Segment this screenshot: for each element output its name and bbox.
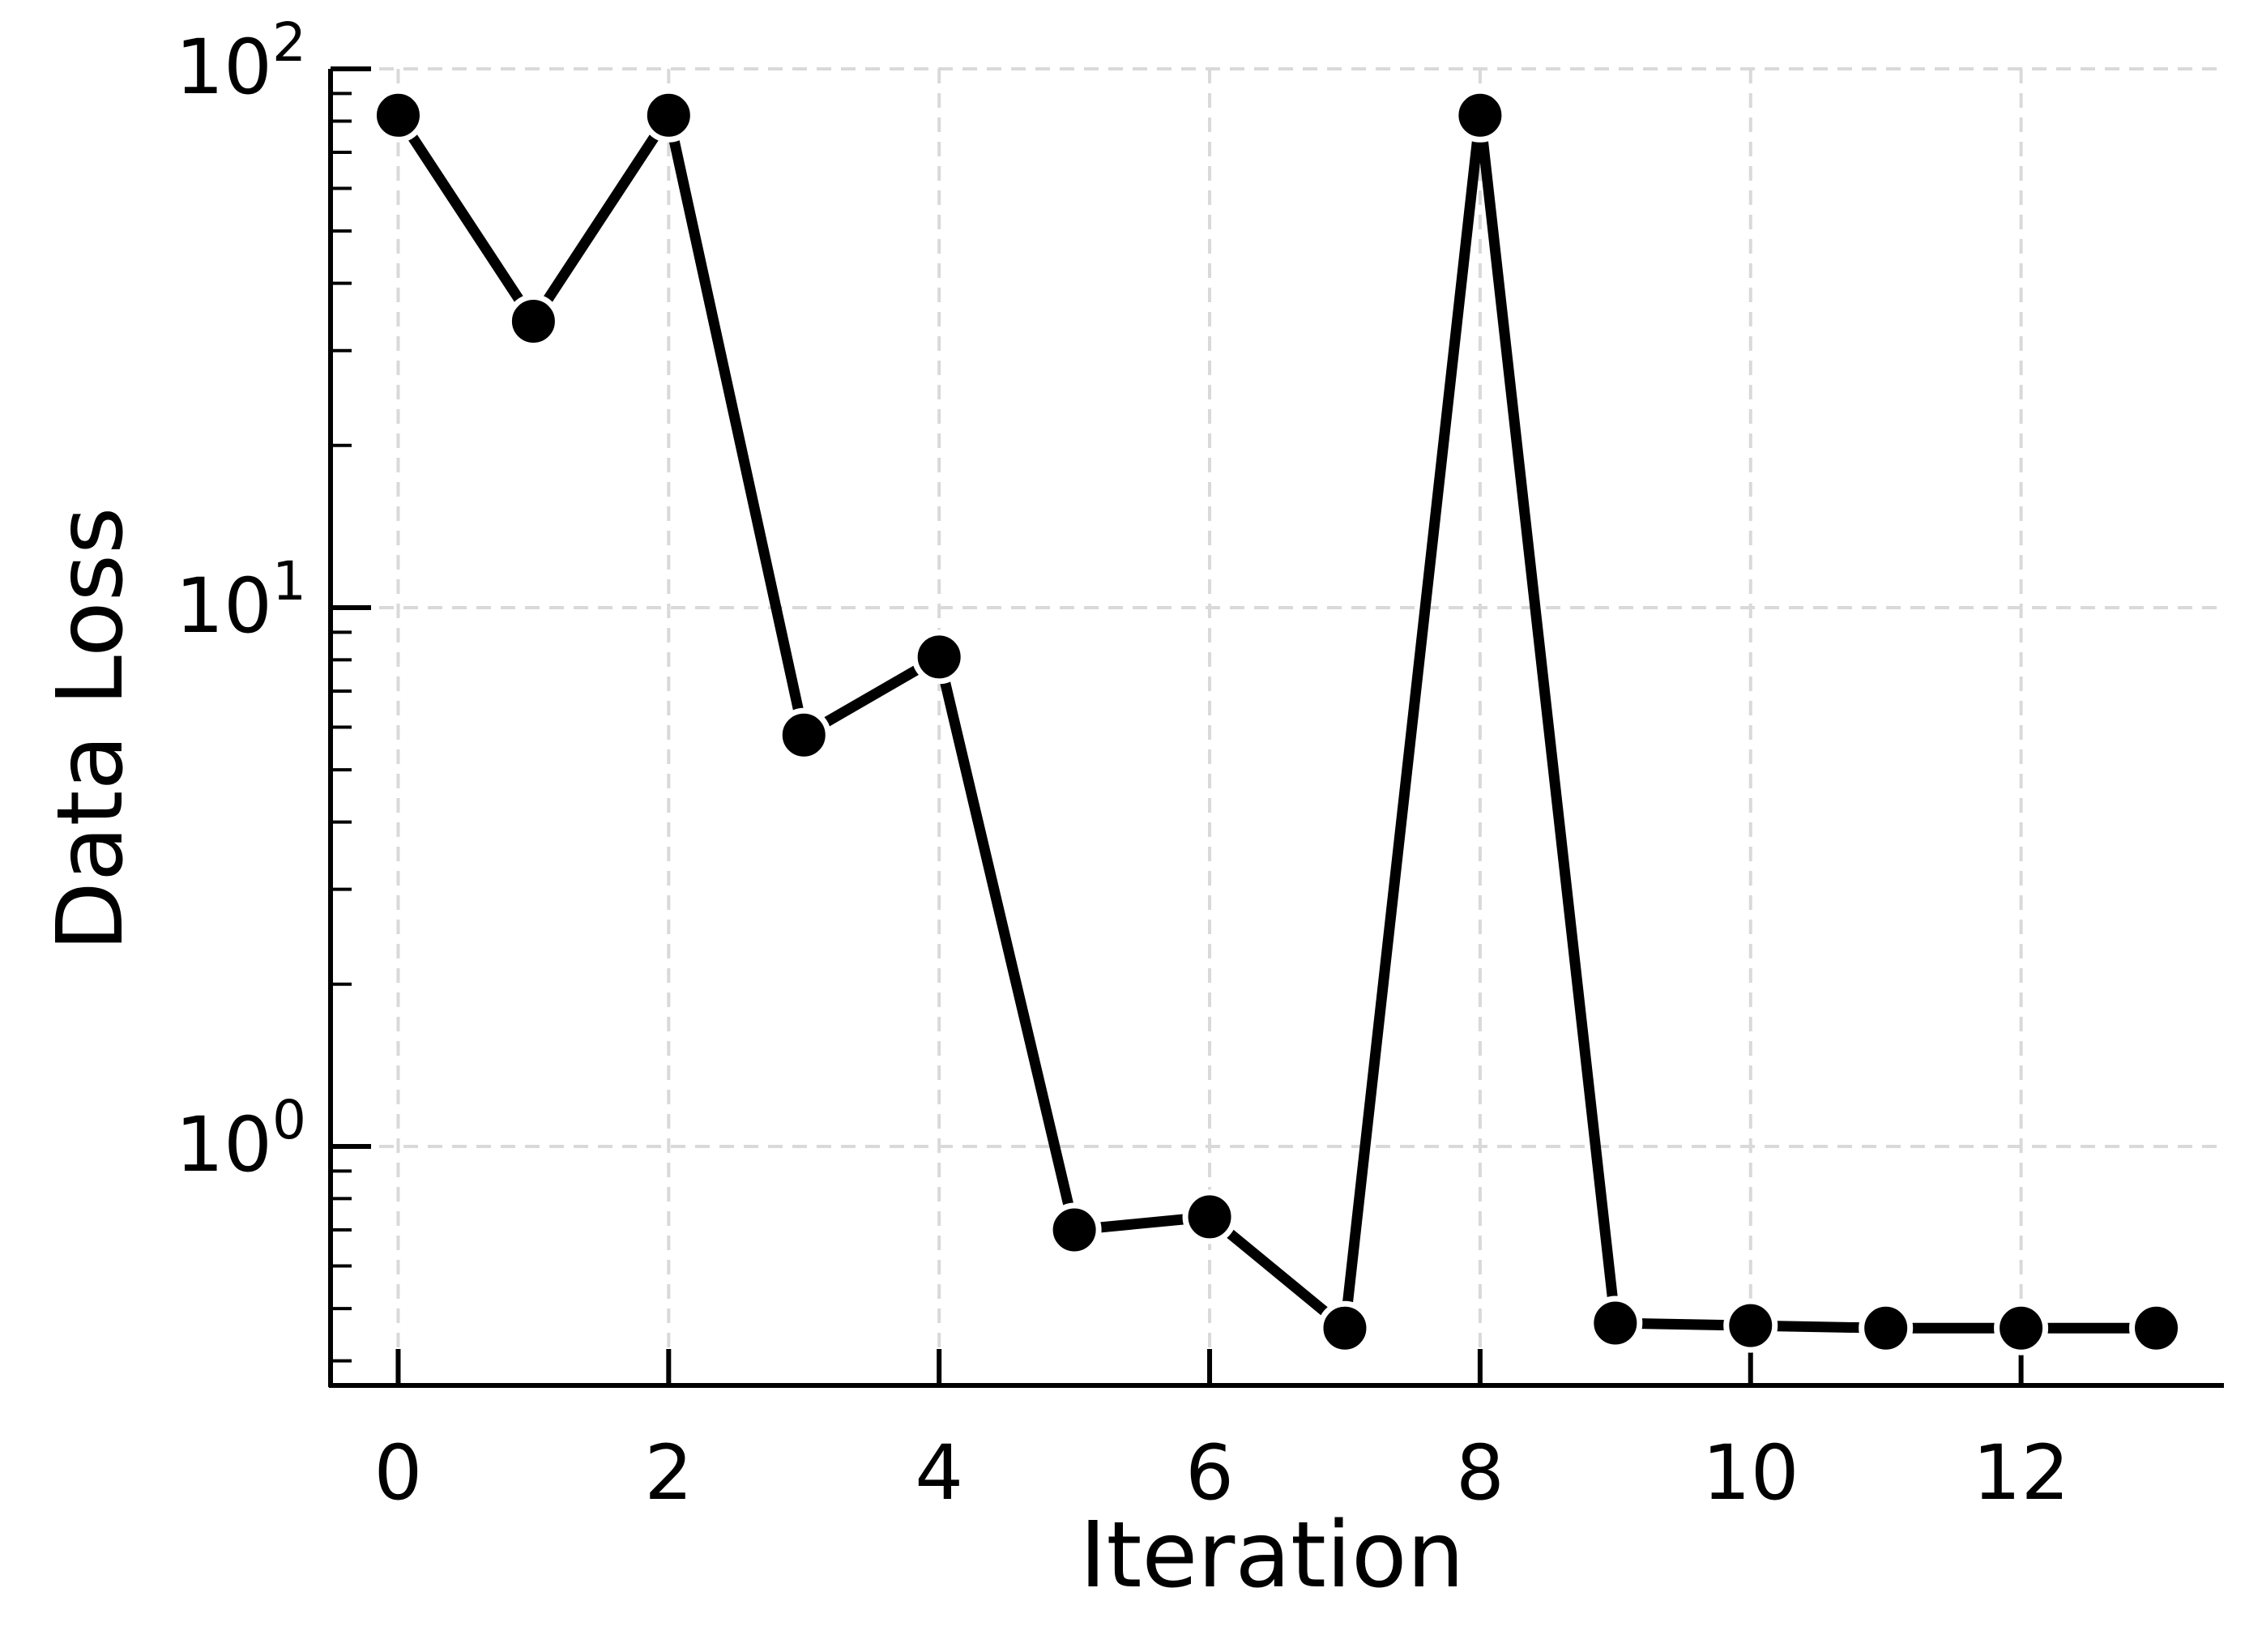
data-point (1994, 1300, 2049, 1355)
y-tick-label-exponent: 1 (272, 550, 306, 613)
y-tick-label-exponent: 2 (272, 11, 306, 74)
data-point (1588, 1296, 1643, 1351)
data-point (2129, 1300, 2184, 1355)
x-tick-label: 10 (1702, 1429, 1799, 1518)
series-line (370, 88, 2184, 1355)
y-tick-label: 100 (175, 1089, 306, 1189)
data-point (776, 707, 831, 762)
data-point (1453, 88, 1508, 143)
x-tick-label: 12 (1973, 1429, 2070, 1518)
x-tick-label: 0 (374, 1429, 423, 1518)
grid (331, 67, 2224, 1385)
data-point (506, 294, 561, 349)
x-tick-label: 4 (915, 1429, 963, 1518)
x-tick-label: 8 (1456, 1429, 1504, 1518)
data-point (1047, 1202, 1102, 1257)
x-axis-label: Iteration (1079, 1503, 1464, 1608)
y-tick-label-base: 10 (175, 1101, 272, 1189)
axes (328, 66, 2224, 1388)
y-tick-label-base: 10 (175, 23, 272, 112)
y-tick-label-base: 10 (175, 562, 272, 651)
y-tick-label-exponent: 0 (272, 1089, 306, 1151)
x-tick-label: 6 (1185, 1429, 1234, 1518)
x-tick-label: 2 (644, 1429, 693, 1518)
data-point (641, 88, 696, 143)
data-point (1723, 1298, 1778, 1353)
data-point (911, 630, 967, 685)
data-point (1182, 1189, 1237, 1244)
y-tick-label: 101 (175, 550, 306, 651)
y-axis-label: Data Loss (38, 507, 143, 952)
data-point (1317, 1300, 1372, 1355)
data-point (370, 88, 425, 143)
data-point (1859, 1300, 1914, 1355)
y-tick-label: 102 (175, 11, 306, 112)
